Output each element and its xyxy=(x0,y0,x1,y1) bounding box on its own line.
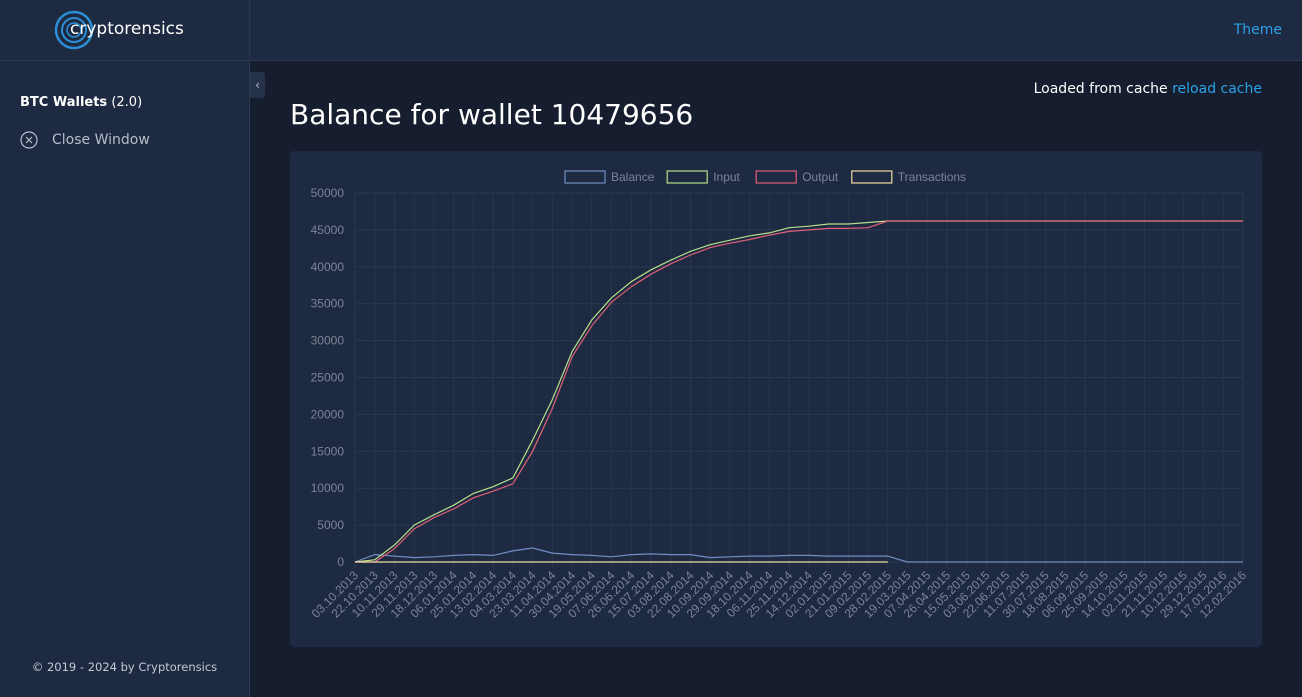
series-line xyxy=(354,547,1243,563)
series-line xyxy=(355,220,1243,563)
legend-swatch xyxy=(564,170,606,184)
y-tick-label: 40000 xyxy=(311,260,345,274)
collapse-button[interactable]: ‹ xyxy=(250,72,265,98)
cache-text: Loaded from cache xyxy=(1033,81,1168,97)
version: (2.0) xyxy=(111,95,143,110)
wallets-heading: BTC Wallets (2.0) xyxy=(20,95,142,110)
legend-label: Balance xyxy=(611,170,655,184)
cache-info: Loaded from cache reload cache xyxy=(1034,81,1262,97)
y-tick-label: 20000 xyxy=(311,407,345,421)
logo-text: cryptorensics xyxy=(70,19,184,39)
y-tick-label: 10000 xyxy=(311,481,345,495)
legend-swatch xyxy=(755,170,797,184)
legend-swatch xyxy=(666,170,708,184)
chart: 0 5000 10000 15000 20000 25000 30000 35000 40000… xyxy=(309,170,1250,621)
y-tick-label: 5000 xyxy=(317,518,344,532)
close-label: Close Window xyxy=(52,132,150,148)
legend-label: Input xyxy=(713,170,740,184)
wallets-label: BTC Wallets xyxy=(20,95,108,110)
sidebar: cryptorensics BTC Wallets (2.0) Close Wi… xyxy=(0,0,250,697)
reload-link[interactable]: reload cache xyxy=(1172,81,1262,97)
y-tick-label: 50000 xyxy=(311,186,345,200)
footer: © 2019 - 2024 by Cryptorensics xyxy=(31,660,218,674)
y-tick-label: 0 xyxy=(337,555,344,569)
close-icon xyxy=(20,131,38,149)
series-line xyxy=(354,220,1243,563)
legend-label: Output xyxy=(802,170,839,184)
y-tick-label: 45000 xyxy=(311,223,345,237)
legend-label: Transactions xyxy=(898,170,966,184)
legend-swatch xyxy=(851,170,893,184)
logo[interactable]: cryptorensics xyxy=(0,0,249,61)
y-tick-label: 35000 xyxy=(311,297,345,311)
theme-link[interactable]: Theme xyxy=(1233,22,1282,38)
close-window[interactable]: Close Window xyxy=(20,131,150,149)
y-tick-label: 15000 xyxy=(311,444,345,458)
y-tick-label: 25000 xyxy=(311,371,345,385)
y-tick-label: 30000 xyxy=(311,334,345,348)
chart-panel: 0 5000 10000 15000 20000 25000 30000 35000 40000… xyxy=(290,151,1262,647)
top-bar: Theme xyxy=(250,0,1302,61)
logo-icon xyxy=(54,10,94,50)
page-title: Balance for wallet 10479656 xyxy=(290,98,694,131)
